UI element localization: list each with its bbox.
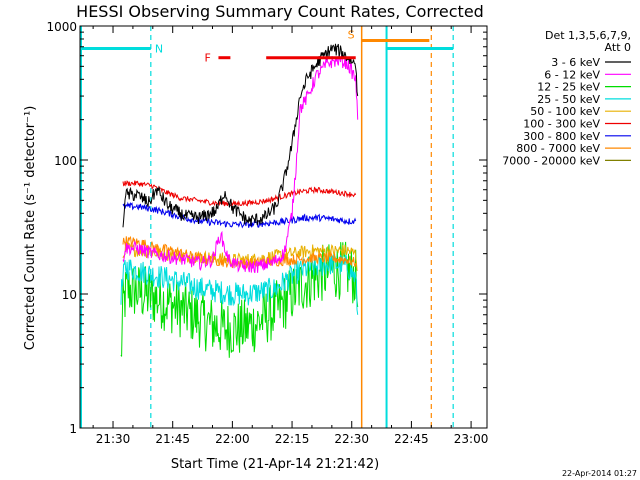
x-tick-label: 23:00 — [454, 432, 489, 446]
flare-label: F — [204, 52, 210, 65]
plot-frame — [79, 25, 488, 429]
series-300-800-kev-line — [122, 201, 357, 229]
vertical-marker-lines — [80, 26, 454, 428]
series-800-7000-kev-line — [122, 235, 357, 269]
data-series — [120, 43, 359, 358]
chart-title: HESSI Observing Summary Count Rates, Cor… — [76, 2, 484, 21]
legend-label-300-800-kev: 300 - 800 keV — [523, 130, 600, 143]
legend-header-attenuator: Att 0 — [605, 41, 631, 54]
series-3-6-kev-line — [122, 43, 359, 228]
footer-date: 22-Apr-2014 01:27 — [562, 469, 637, 478]
axis-ticks: 21:30 21:45 22:00 22:15 22:30 22:45 23:00 1 10 10… — [46, 20, 488, 446]
y-tick-label: 1 — [69, 422, 77, 436]
series-6-12-kev-line — [122, 53, 359, 274]
x-tick-label: 22:00 — [215, 432, 250, 446]
annotation-bars: F S N — [80, 28, 454, 65]
legend-label-12-25-kev: 12 - 25 keV — [537, 81, 600, 94]
x-tick-label: 22:45 — [394, 432, 429, 446]
legend-label-50-100-kev: 50 - 100 keV — [530, 105, 600, 118]
x-axis-label: Start Time (21-Apr-14 21:21:42) — [171, 457, 379, 472]
x-tick-label: 22:30 — [334, 432, 369, 446]
x-tick-label: 21:30 — [96, 432, 131, 446]
y-tick-label: 10 — [62, 288, 77, 302]
legend-label-800-7000-kev: 800 - 7000 keV — [516, 142, 600, 155]
x-tick-label: 22:15 — [275, 432, 310, 446]
series-100-300-kev-line — [122, 180, 357, 208]
legend-label-100-300-kev: 100 - 300 keV — [523, 118, 600, 131]
legend-label-6-12-kev: 6 - 12 keV — [544, 68, 600, 81]
saa-label: S — [348, 28, 355, 41]
x-tick-label: 21:45 — [155, 432, 190, 446]
legend-label-3-6-kev: 3 - 6 keV — [551, 56, 600, 69]
legend-label-25-50-kev: 25 - 50 keV — [537, 93, 600, 106]
y-tick-label: 1000 — [46, 20, 77, 34]
legend-label-7000-20000-kev: 7000 - 20000 keV — [502, 154, 600, 167]
legend-header-detectors: Det 1,3,5,6,7,9, — [545, 29, 631, 42]
y-tick-label: 100 — [54, 154, 77, 168]
y-axis-label: Corrected Count Rate (s⁻¹ detector⁻¹) — [23, 106, 38, 351]
night-label: N — [155, 42, 163, 55]
